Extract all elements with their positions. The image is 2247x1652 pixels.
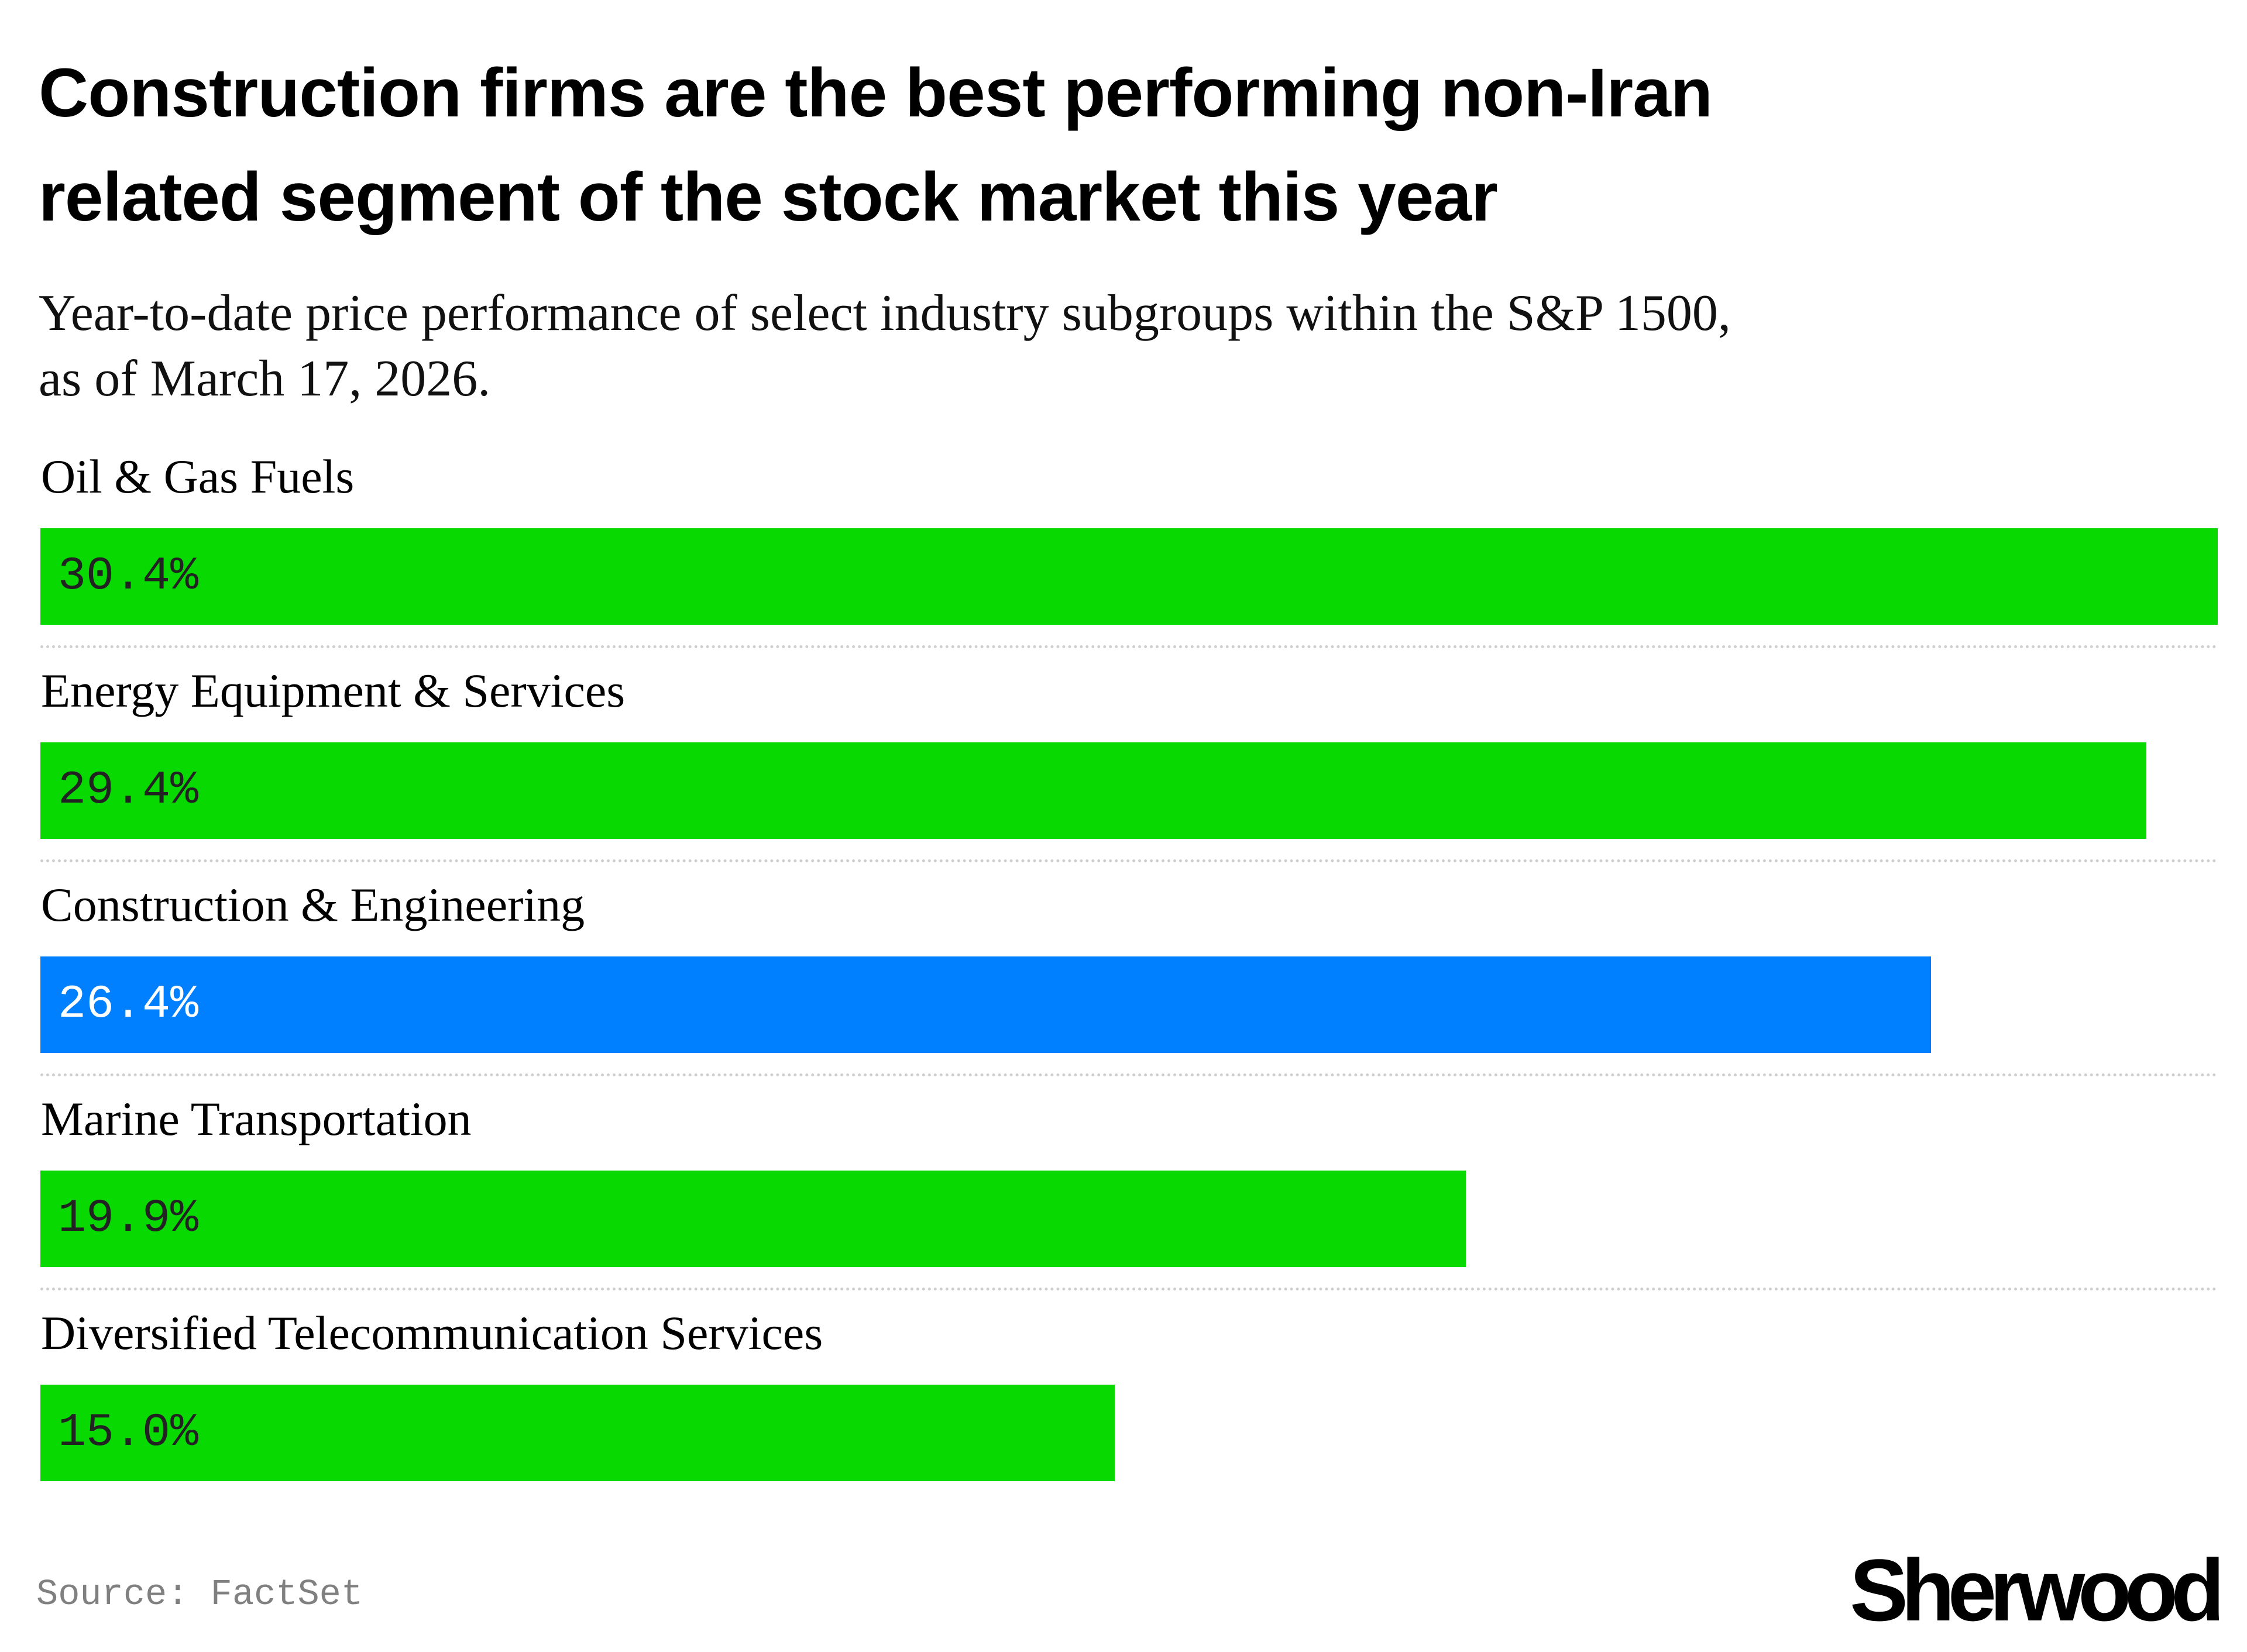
bar-value-label: 15.0% [58, 1406, 199, 1460]
bar-value-label: 30.4% [58, 550, 199, 603]
category-label: Construction & Engineering [41, 878, 585, 931]
bar: 19.9% [40, 1171, 1466, 1267]
chart-title-line-2: related segment of the stock market this… [39, 159, 1498, 236]
bar-value-label: 19.9% [58, 1192, 199, 1245]
row-divider [40, 645, 2218, 648]
row-divider [40, 859, 2218, 862]
chart-subtitle-line-2: as of March 17, 2026. [39, 350, 491, 407]
category-label: Energy Equipment & Services [41, 664, 626, 717]
category-label: Oil & Gas Fuels [41, 450, 355, 503]
category-label: Diversified Telecommunication Services [41, 1306, 823, 1360]
bar-value-label: 26.4% [58, 978, 199, 1031]
category-label: Marine Transportation [41, 1092, 472, 1145]
chart-subtitle-line-1: Year-to-date price performance of select… [39, 285, 1731, 342]
bar: 30.4% [40, 528, 2218, 625]
bar: 26.4% [40, 956, 1931, 1053]
row-divider [40, 1073, 2218, 1076]
source-note: Source: FactSet [36, 1574, 363, 1615]
bar: 15.0% [40, 1385, 1115, 1481]
chart-subtitle: Year-to-date price performance of select… [39, 281, 2204, 412]
chart-title: Construction firms are the best performi… [39, 41, 2204, 249]
row-divider [40, 1288, 2218, 1290]
chart-title-line-1: Construction firms are the best performi… [39, 54, 1713, 132]
sherwood-logo: Sherwood [1849, 1541, 2225, 1639]
bar: 29.4% [40, 742, 2146, 839]
bar-value-label: 29.4% [58, 764, 199, 817]
